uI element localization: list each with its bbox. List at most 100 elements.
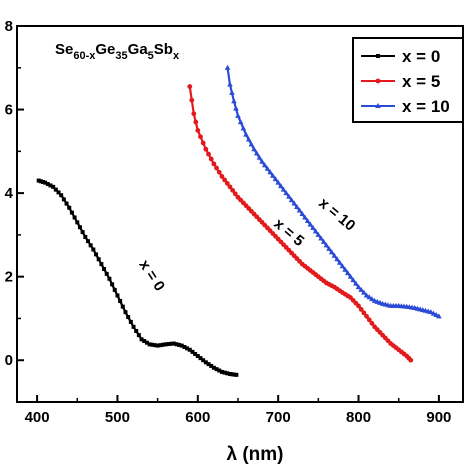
composition-formula: Se60-xGe35Ga5Sbx bbox=[55, 41, 180, 62]
series-0-point bbox=[75, 220, 80, 225]
series-2-point bbox=[245, 136, 252, 142]
series-1-point bbox=[230, 187, 236, 193]
series-layer bbox=[36, 64, 442, 377]
series-2-point bbox=[355, 284, 362, 290]
series-2-point bbox=[336, 259, 343, 265]
series-2-point bbox=[256, 154, 263, 160]
series-1-point bbox=[227, 184, 233, 190]
series-0-point bbox=[155, 343, 160, 348]
series-0-point bbox=[177, 342, 182, 347]
plot-frame bbox=[16, 25, 464, 403]
series-1-point bbox=[187, 84, 193, 89]
series-0-point bbox=[209, 363, 214, 368]
annotation-x0: x = 0 bbox=[135, 257, 168, 295]
series-0-point bbox=[118, 299, 123, 304]
x-tick-label-900: 900 bbox=[426, 409, 451, 426]
series-1-point bbox=[369, 320, 375, 326]
series-0-point bbox=[139, 337, 144, 342]
series-2-point bbox=[296, 207, 303, 213]
legend-marker-0 bbox=[376, 54, 380, 58]
series-1-point bbox=[193, 119, 199, 125]
series-2-point bbox=[353, 280, 359, 286]
series-2-point bbox=[342, 266, 348, 272]
series-2-point bbox=[229, 89, 235, 95]
series-2-point bbox=[345, 270, 351, 276]
series-1-point bbox=[356, 303, 361, 309]
series-0-point bbox=[61, 197, 66, 202]
series-0-point bbox=[222, 370, 227, 375]
series-2-point bbox=[310, 224, 316, 230]
series-1-point bbox=[219, 174, 225, 179]
y-axis: 0 2 4 6 8 bbox=[5, 18, 24, 369]
series-2-point bbox=[361, 289, 367, 295]
series-0-point bbox=[179, 343, 184, 348]
series-0-point bbox=[182, 344, 187, 349]
series-0-point bbox=[198, 356, 203, 361]
series-2-point bbox=[358, 286, 365, 292]
series-0-point bbox=[72, 215, 77, 220]
series-0-point bbox=[147, 342, 152, 347]
series-0-point bbox=[219, 369, 224, 374]
series-2-point bbox=[227, 81, 233, 87]
series-0-point bbox=[195, 354, 200, 359]
series-0-point bbox=[227, 372, 232, 377]
series-0-point bbox=[36, 178, 41, 183]
series-2-point bbox=[280, 186, 287, 192]
series-2-point bbox=[224, 64, 231, 70]
series-0-point bbox=[201, 358, 206, 363]
series-0-point bbox=[102, 267, 107, 272]
x-axis: 400 500 600 700 800 900 bbox=[25, 395, 451, 426]
series-1-point bbox=[366, 317, 372, 323]
series-0-point bbox=[96, 257, 101, 262]
series-0-point bbox=[190, 349, 195, 354]
series-1-point bbox=[216, 169, 222, 175]
series-2-point bbox=[323, 242, 330, 248]
series-0-point bbox=[56, 190, 61, 195]
series-0-point bbox=[142, 339, 147, 344]
series-0-point bbox=[217, 368, 222, 373]
series-1-point bbox=[408, 357, 414, 363]
series-0-point bbox=[211, 365, 216, 370]
series-1-point bbox=[222, 177, 227, 183]
series-2-point bbox=[369, 296, 375, 302]
series-0-point bbox=[123, 310, 128, 315]
series-1-point bbox=[203, 146, 209, 152]
series-0-point bbox=[234, 372, 239, 377]
series-2-point bbox=[237, 119, 244, 125]
series-2-point bbox=[294, 204, 300, 210]
series-2-point bbox=[243, 131, 249, 137]
series-0-point bbox=[150, 342, 155, 347]
y-tick-label-2: 2 bbox=[5, 269, 13, 286]
formula-element-sb: Sb bbox=[154, 41, 173, 58]
series-2-point bbox=[334, 256, 340, 262]
formula-element-se: Se bbox=[55, 41, 73, 58]
series-2-point bbox=[299, 211, 306, 216]
series-0-point bbox=[206, 362, 211, 367]
series-0-point bbox=[80, 230, 85, 235]
series-2-point bbox=[366, 294, 373, 300]
series-2-point bbox=[331, 252, 338, 258]
series-0-point bbox=[187, 347, 192, 352]
series-0-point bbox=[160, 342, 165, 347]
series-0-point bbox=[131, 324, 136, 329]
series-0-point bbox=[225, 371, 230, 376]
series-2-point bbox=[315, 231, 322, 237]
legend-label-1: x = 5 bbox=[402, 72, 440, 91]
series-0-point bbox=[152, 343, 157, 348]
series-1-point bbox=[189, 97, 195, 103]
y-tick-label-0: 0 bbox=[5, 352, 13, 369]
y-tick-label-8: 8 bbox=[5, 18, 13, 35]
series-0-point bbox=[48, 183, 53, 188]
series-2-point bbox=[240, 125, 247, 131]
series-2-point bbox=[261, 162, 268, 168]
series-1 bbox=[187, 84, 414, 363]
series-0-point bbox=[83, 234, 88, 239]
series-1-point bbox=[211, 161, 217, 167]
series-0-point bbox=[163, 342, 168, 347]
series-0-point bbox=[85, 239, 90, 244]
annotation-x10: x = 10 bbox=[315, 195, 358, 235]
series-0-point bbox=[185, 346, 190, 351]
series-1-point bbox=[206, 151, 211, 157]
series-0-point bbox=[134, 328, 139, 333]
formula-sub-sb: x bbox=[173, 50, 180, 62]
